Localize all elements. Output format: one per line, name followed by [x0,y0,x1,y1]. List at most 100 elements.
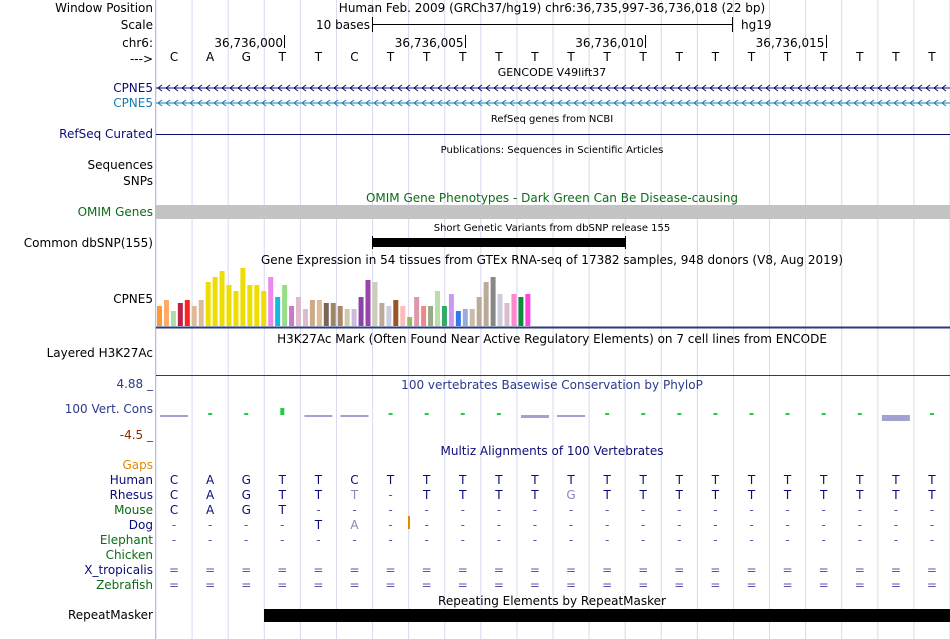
gtex-tissue-bar[interactable] [309,300,315,326]
gtex-tissue-bar[interactable] [435,291,440,326]
gtex-tissue-bar[interactable] [275,297,281,326]
conservation-bar[interactable] [929,413,934,415]
gtex-tissue-bar[interactable] [240,268,246,326]
gtex-tissue-bar[interactable] [448,294,454,326]
refseq-transcript-line[interactable] [156,134,950,135]
gtex-tissue-bar[interactable] [289,306,295,326]
conservation-bar[interactable] [821,413,826,415]
conservation-bar[interactable] [713,413,718,415]
gtex-tissue-bar[interactable] [170,311,176,326]
gtex-tissue-bar[interactable] [247,285,253,326]
gtex-tissue-bar[interactable] [191,306,197,326]
gencode-transcript-1[interactable] [156,84,950,92]
gtex-expression-chart[interactable] [156,268,950,329]
gtex-tissue-bar[interactable] [212,277,218,326]
gtex-tissue-bar[interactable] [163,300,169,326]
refseq-label[interactable]: RefSeq Curated [59,127,153,141]
gtex-tissue-bar[interactable] [455,311,461,326]
gtex-tissue-bar[interactable] [268,277,274,326]
gtex-tissue-bar[interactable] [497,294,503,326]
conservation-bar[interactable] [785,413,790,415]
h3k27ac-label[interactable]: Layered H3K27Ac [46,346,153,360]
species-label[interactable]: Mouse [114,503,153,517]
snps-label[interactable]: SNPs [123,174,153,188]
gtex-tissue-bar[interactable] [198,300,204,326]
gtex-tissue-bar[interactable] [177,303,183,326]
gtex-tissue-bar[interactable] [282,285,288,326]
gtex-tissue-bar[interactable] [504,303,510,326]
conservation-bar[interactable] [304,415,333,417]
repeatmasker-element[interactable] [264,609,950,622]
gtex-tissue-bar[interactable] [205,282,211,326]
conservation-bar[interactable] [496,413,501,415]
gtex-tissue-bar[interactable] [184,300,190,326]
gtex-tissue-bar[interactable] [400,306,406,326]
conservation-bar[interactable] [881,415,910,421]
gtex-tissue-bar[interactable] [344,309,350,326]
conservation-bar[interactable] [244,413,249,415]
species-label[interactable]: Rhesus [109,488,153,502]
species-label[interactable]: Elephant [99,533,153,547]
gtex-tissue-bar[interactable] [476,297,482,326]
conservation-bar[interactable] [605,413,610,415]
gtex-tissue-bar[interactable] [337,306,343,326]
conservation-bar[interactable] [677,413,682,415]
gtex-tissue-bar[interactable] [358,297,364,326]
gtex-tissue-bar[interactable] [393,300,399,326]
gtex-tissue-bar[interactable] [407,317,413,326]
conservation-bar[interactable] [520,415,549,418]
gencode-gene-label-2[interactable]: CPNE5 [113,96,153,110]
species-label[interactable]: Human [109,473,153,487]
gtex-tissue-bar[interactable] [261,291,267,326]
gtex-tissue-bar[interactable] [490,277,496,326]
gtex-tissue-bar[interactable] [219,271,225,326]
conservation-bar[interactable] [280,408,285,415]
species-label[interactable]: Chicken [105,548,153,562]
omim-feature-bar[interactable] [156,205,950,219]
species-label[interactable]: Zebrafish [96,578,153,592]
conservation-bar[interactable] [160,415,189,417]
gtex-tissue-bar[interactable] [462,309,468,326]
conservation-plot[interactable] [156,392,950,436]
repeatmasker-label[interactable]: RepeatMasker [67,608,153,622]
gtex-tissue-bar[interactable] [428,306,434,326]
gtex-tissue-bar[interactable] [323,303,329,326]
multiz-gaps-label[interactable]: Gaps [122,458,153,472]
conservation-bar[interactable] [208,413,213,415]
gtex-tissue-bar[interactable] [157,306,162,326]
gtex-tissue-bar[interactable] [483,282,489,326]
gencode-transcripts[interactable] [156,82,950,110]
conservation-label[interactable]: 100 Vert. Cons [64,402,153,416]
gtex-tissue-bar[interactable] [421,306,427,326]
conservation-bar[interactable] [424,413,429,415]
conservation-bar[interactable] [857,413,862,415]
gtex-tissue-bar[interactable] [372,282,378,326]
sequences-label[interactable]: Sequences [87,158,153,172]
gtex-tissue-bar[interactable] [351,309,357,326]
dbsnp-label[interactable]: Common dbSNP(155) [23,236,153,250]
gtex-tissue-bar[interactable] [386,306,392,326]
gtex-tissue-bar[interactable] [302,309,308,326]
gtex-tissue-bar[interactable] [441,306,447,326]
gtex-tissue-bar[interactable] [365,280,371,326]
gtex-tissue-bar[interactable] [511,294,517,326]
conservation-bar[interactable] [749,413,754,415]
gtex-tissue-bar[interactable] [226,285,232,326]
gtex-tissue-bar[interactable] [316,300,322,326]
species-label[interactable]: Dog [128,518,153,532]
gtex-tissue-bar[interactable] [296,297,301,326]
gtex-tissue-bar[interactable] [469,309,475,326]
gtex-tissue-bar[interactable] [379,303,385,326]
gtex-tissue-bar[interactable] [254,285,260,326]
conservation-bar[interactable] [340,415,369,417]
gtex-tissue-bar[interactable] [414,297,420,326]
gtex-gene-label[interactable]: CPNE5 [113,292,153,306]
omim-label[interactable]: OMIM Genes [77,205,153,219]
conservation-bar[interactable] [557,415,586,417]
conservation-bar[interactable] [460,413,465,415]
gencode-transcript-2[interactable] [156,99,950,107]
gencode-gene-label-1[interactable]: CPNE5 [113,81,153,95]
gtex-tissue-bar[interactable] [330,303,336,326]
gtex-tissue-bar[interactable] [518,297,524,326]
conservation-bar[interactable] [388,413,393,415]
